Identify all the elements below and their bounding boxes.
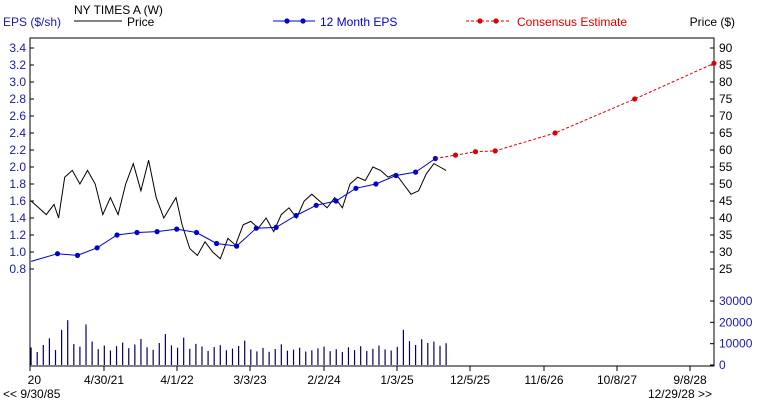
consensus-point [472,149,479,155]
eps-line [30,158,436,262]
x-tick-label: 10/8/27 [597,373,637,387]
price-tick-label: 80 [719,75,733,89]
eps-point [413,169,419,175]
consensus-series [435,60,717,159]
eps-point [54,251,61,257]
consensus-point [711,60,717,66]
x-tick-label: 4/1/22 [160,373,194,387]
volume-tick-label: 20000 [719,315,753,329]
price-tick-label: 65 [719,126,733,140]
eps-tick-label: 1.2 [9,228,26,242]
x-tick-label: 2/2/24 [307,373,341,387]
x-tick-label: 3/3/23 [233,373,267,387]
eps-point [373,181,379,187]
eps-tick-label: 0.8 [9,262,26,276]
legend-eps-marker [300,18,306,24]
price-tick-label: 90 [719,41,733,55]
consensus-point [452,152,459,158]
price-axis: 25 30 35 40 45 50 55 60 65 70 75 80 85 90 [710,41,733,276]
eps-point [273,224,279,230]
eps-point [214,240,220,247]
eps-axis: 0.8 1.0 1.2 1.4 1.6 1.8 2.0 2.2 2.4 2.6 2.8 3.0 3.2 3… [9,41,34,276]
price-tick-label: 45 [719,194,733,208]
consensus-point [632,96,638,102]
eps-point [174,226,180,232]
x-tick-label: 1/3/25 [380,373,414,387]
eps-point [333,198,339,204]
eps-point [353,185,359,191]
legend-consensus-marker [493,18,499,24]
x-tick-label: 9/8/28 [673,373,707,387]
x-tick-label: 11/6/26 [524,373,563,387]
left-axis-label: EPS ($/sh) [3,15,61,29]
x-tick-label: 20 [28,373,42,387]
x-tick-label: 12/5/25 [450,373,490,387]
eps-tick-label: 2.6 [9,109,26,123]
volume-tick-label: 10000 [719,337,753,351]
x-axis: 20 4/30/21 4/1/22 3/3/23 2/2/24 1/3/25 12/5/25… [28,366,707,387]
eps-tick-label: 3.0 [9,75,26,89]
price-tick-label: 50 [719,177,733,191]
price-tick-label: 40 [719,211,733,225]
price-tick-label: 60 [719,143,733,157]
x-footer-right: 12/29/28 >> [648,387,712,400]
eps-tick-label: 1.0 [9,245,26,259]
eps-point [393,172,399,179]
volume-bars [30,320,447,365]
eps-tick-label: 1.4 [9,211,26,225]
price-tick-label: 35 [719,228,733,242]
legend-eps-label: 12 Month EPS [320,15,397,29]
eps-point [193,229,200,236]
eps-point [114,232,120,238]
price-tick-label: 85 [719,58,733,72]
x-tick-label: 4/30/21 [84,373,124,387]
eps-tick-label: 2.0 [9,160,26,174]
eps-tick-label: 1.6 [9,194,26,208]
x-footer-left: << 9/30/85 [3,387,61,400]
eps-point [134,229,140,236]
eps-tick-label: 2.4 [9,126,26,140]
right-axis-label: Price ($) [690,15,735,29]
eps-tick-label: 3.4 [9,41,26,55]
consensus-point [492,148,498,154]
price-tick-label: 30 [719,245,733,259]
eps-series [30,155,438,262]
eps-tick-label: 2.2 [9,143,26,157]
eps-point [74,252,81,258]
legend-consensus-label: Consensus Estimate [517,15,627,29]
eps-point [154,229,160,235]
consensus-point [552,130,558,136]
volume-axis: 0 10000 20000 30000 [710,294,753,372]
eps-point [234,243,240,249]
legend-consensus-marker [477,18,483,24]
eps-point [313,202,319,208]
price-tick-label: 25 [719,262,733,276]
consensus-line [435,62,715,159]
volume-tick-label: 30000 [719,294,753,308]
price-tick-label: 75 [719,92,733,106]
plot-frame [29,37,715,367]
eps-point [253,225,259,231]
price-tick-label: 70 [719,109,733,123]
eps-tick-label: 1.8 [9,177,26,191]
eps-point [293,212,299,219]
volume-tick-label: 0 [719,358,726,372]
legend-eps-marker [284,18,290,24]
eps-tick-label: 3.2 [9,58,26,72]
chart-title: NY TIMES A (W) [74,3,163,17]
legend-price-label: Price [127,15,155,29]
eps-point [94,245,100,251]
price-tick-label: 55 [719,160,733,174]
eps-tick-label: 2.8 [9,92,26,106]
